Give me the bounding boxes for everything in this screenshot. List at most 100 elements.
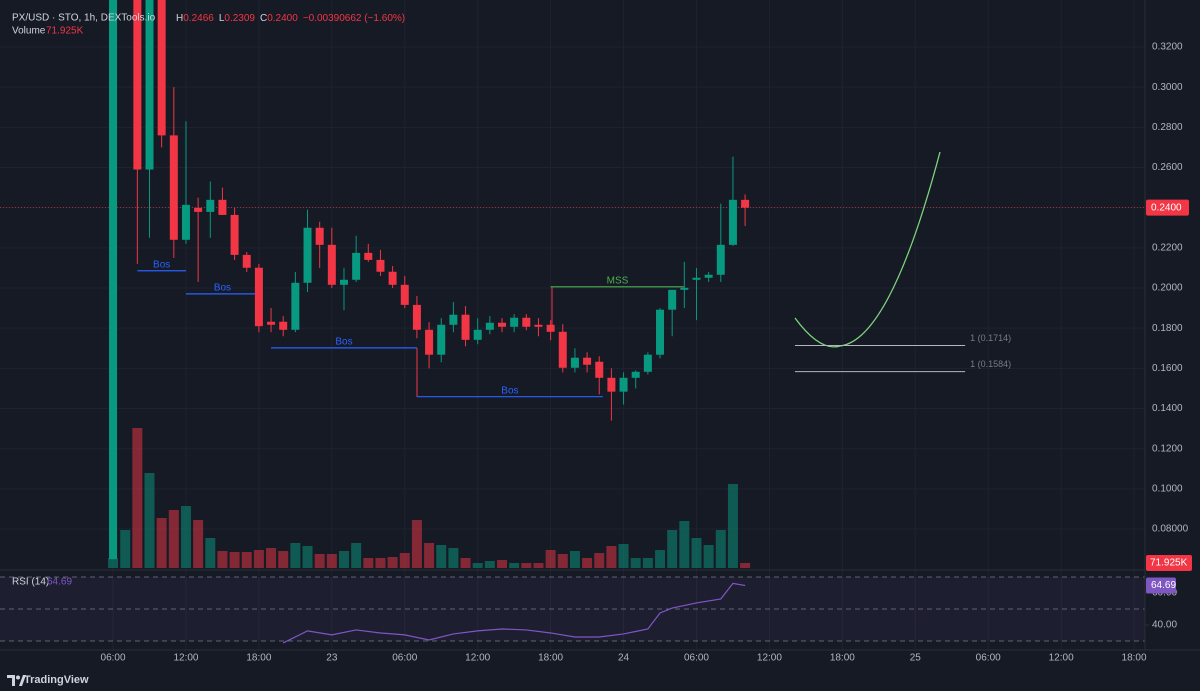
volume-bar	[715, 529, 726, 568]
y-tick-label: 0.1800	[1152, 323, 1183, 334]
y-tick-label: 0.1400	[1152, 403, 1183, 414]
x-tick-label: 18:00	[246, 653, 271, 664]
volume-bar	[727, 483, 738, 568]
x-tick-label: 06:00	[684, 653, 709, 664]
volume-bar	[193, 519, 204, 568]
volume-bar	[424, 542, 435, 568]
volume-bars	[108, 427, 751, 568]
y-tick-label: 0.2200	[1152, 242, 1183, 253]
volume-bar	[278, 550, 289, 568]
candle-body	[400, 284, 409, 305]
projection-curve	[794, 151, 941, 348]
rsi-tag-label: 64.69	[1151, 580, 1176, 591]
volume-bar	[314, 553, 325, 568]
x-tick-label: 12:00	[1049, 653, 1074, 664]
candle-body	[364, 252, 373, 260]
x-tick-label: 06:00	[392, 653, 417, 664]
price-tag-label: 0.2400	[1151, 202, 1182, 213]
legend-symbol: PX/USD · STO, 1h, DEXTools.io	[12, 13, 156, 24]
legend-key: H	[176, 13, 183, 24]
candle-body	[181, 204, 190, 240]
candle-body	[315, 227, 324, 245]
volume-bar	[509, 562, 520, 568]
volume-bar	[351, 542, 362, 568]
candle-body	[716, 244, 725, 275]
candle-body	[169, 135, 178, 240]
candle-body	[704, 274, 713, 278]
y-tick-label: 0.2800	[1152, 122, 1183, 133]
candle-body	[595, 361, 604, 378]
candle-body	[510, 317, 519, 327]
candle-body	[570, 357, 579, 368]
volume-bar	[326, 553, 337, 568]
x-tick-label: 23	[326, 653, 338, 664]
candle-body	[425, 329, 434, 355]
volume-bar	[679, 520, 690, 568]
candle-body	[461, 314, 470, 340]
y-tick-label: 0.3000	[1152, 82, 1183, 93]
volume-bar	[740, 562, 751, 568]
candle-body	[546, 324, 555, 332]
candle-body	[437, 324, 446, 355]
candle-body	[206, 199, 215, 212]
x-tick-label: 12:00	[465, 653, 490, 664]
footer-logo	[7, 675, 26, 686]
candle-body	[656, 309, 665, 355]
volume-bar	[156, 517, 167, 568]
x-tick-label: 06:00	[976, 653, 1001, 664]
x-tick-label: 18:00	[538, 653, 563, 664]
volume-bar	[217, 550, 228, 568]
candle-body	[291, 282, 300, 330]
volume-bar	[205, 537, 216, 568]
candle-body	[230, 214, 239, 255]
candle-body	[412, 304, 421, 330]
price-tag	[1146, 199, 1189, 216]
candle-body	[619, 377, 628, 392]
candle-body	[485, 322, 494, 330]
rsi-line	[282, 582, 746, 644]
legend-value: 0.2400	[267, 13, 298, 24]
volume-bar	[229, 551, 240, 568]
x-tick-label: 12:00	[757, 653, 782, 664]
candle-body	[303, 227, 312, 283]
volume-bar	[569, 550, 580, 568]
volume-bar	[132, 427, 143, 568]
candle-body	[218, 199, 227, 215]
level-label: 1 (0.1714)	[970, 333, 1011, 343]
volume-bar	[375, 557, 386, 568]
legend-key: L	[219, 13, 225, 24]
x-tick-label: 06:00	[101, 653, 126, 664]
volume-bar	[533, 562, 544, 568]
volume-bar	[606, 545, 617, 568]
candle-body	[267, 321, 276, 325]
candle-body	[741, 199, 750, 208]
candles	[109, 0, 750, 560]
volume-bar	[460, 557, 471, 568]
volume-bar	[667, 529, 678, 568]
volume-bar	[545, 549, 556, 568]
volume-bar	[144, 472, 155, 568]
candle-body	[668, 289, 677, 310]
volume-bar	[521, 562, 532, 568]
volume-bar	[472, 562, 483, 568]
candle-body	[449, 314, 458, 325]
candle-body	[376, 259, 385, 272]
volume-bar	[363, 557, 374, 568]
volume-tag	[1146, 554, 1192, 571]
legend-change: −0.00390662 (−1.60%)	[303, 13, 405, 24]
structure-label: Bos	[501, 385, 518, 396]
candle-body	[643, 354, 652, 372]
volume-bar	[168, 509, 179, 568]
x-tick-label: 12:00	[173, 653, 198, 664]
x-tick-label: 18:00	[1122, 653, 1147, 664]
volume-bar	[691, 537, 702, 568]
y-tick-label: 0.08000	[1152, 524, 1189, 535]
legend-key: C	[260, 13, 267, 24]
volume-bar	[642, 557, 653, 568]
y-tick-label: 0.3200	[1152, 42, 1183, 53]
candle-body	[242, 254, 251, 268]
x-tick-label: 18:00	[830, 653, 855, 664]
candle-body	[327, 244, 336, 285]
